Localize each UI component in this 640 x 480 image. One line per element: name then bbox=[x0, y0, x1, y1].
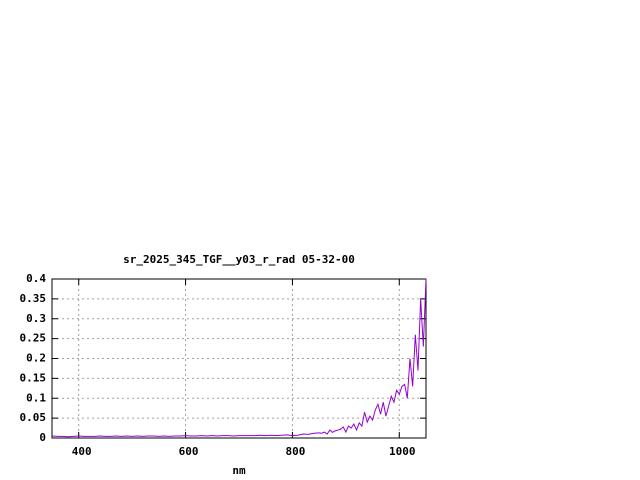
y-tick-label: 0.4 bbox=[26, 272, 46, 285]
x-tick-label: 600 bbox=[179, 445, 199, 458]
data-line bbox=[51, 278, 427, 438]
y-tick-label: 0.3 bbox=[26, 312, 46, 325]
y-tick-label: 0.15 bbox=[20, 371, 47, 384]
x-tick-label: 400 bbox=[72, 445, 92, 458]
x-tick-label: 800 bbox=[285, 445, 305, 458]
y-tick-label: 0.1 bbox=[26, 391, 46, 404]
y-tick-label: 0.35 bbox=[20, 292, 47, 305]
x-axis-label: nm bbox=[232, 464, 246, 477]
chart-title: sr_2025_345_TGF__y03_r_rad 05-32-00 bbox=[123, 253, 355, 266]
y-tick-label: 0.2 bbox=[26, 352, 46, 365]
plot-border bbox=[51, 278, 427, 439]
y-tick-label: 0.05 bbox=[20, 411, 47, 424]
y-tick-label: 0 bbox=[39, 431, 46, 444]
x-tick-label: 1000 bbox=[389, 445, 416, 458]
y-tick-label: 0.25 bbox=[20, 332, 47, 345]
